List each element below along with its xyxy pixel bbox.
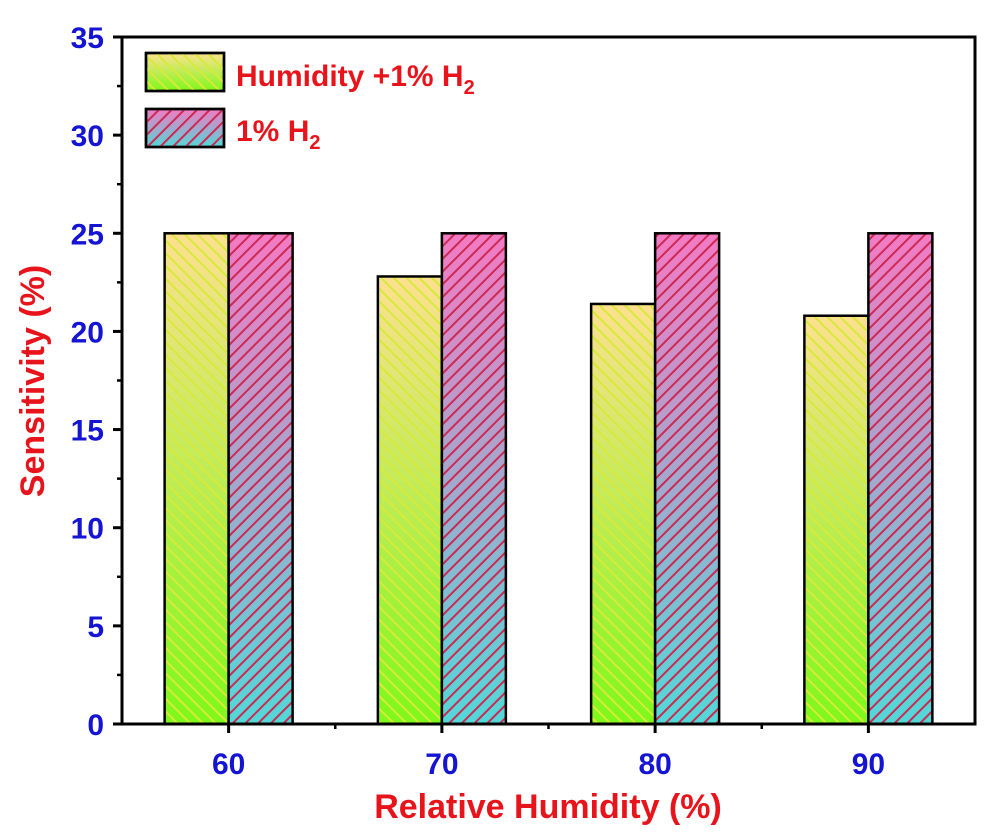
legend-item-series-1: Humidity +1% H2 bbox=[144, 51, 475, 99]
x-tick-label: 70 bbox=[425, 748, 458, 781]
bar-series-1-60 bbox=[163, 232, 230, 726]
legend-swatch-stripes-series-2 bbox=[144, 107, 226, 149]
y-tick-label: 0 bbox=[87, 709, 104, 742]
y-tick-label: 10 bbox=[71, 513, 104, 546]
bar-hatch bbox=[653, 232, 721, 726]
bar-hatch bbox=[803, 314, 870, 726]
bar-hatch bbox=[163, 232, 230, 726]
legend: Humidity +1% H2 1% H2 bbox=[144, 51, 475, 154]
axes: 0 5 10 15 20 25 30 35 60 70 80 90 bbox=[71, 22, 977, 781]
legend-swatch-stripes-series-1 bbox=[144, 51, 226, 93]
bar-hatch bbox=[440, 232, 508, 726]
legend-label-series-1: Humidity +1% H2 bbox=[236, 60, 475, 99]
legend-item-series-2: 1% H2 bbox=[144, 107, 320, 154]
y-tick-label: 35 bbox=[71, 22, 104, 55]
bar-series-1-90 bbox=[803, 314, 870, 726]
y-tick-label: 5 bbox=[87, 611, 104, 644]
bar-series-2-70 bbox=[440, 232, 508, 726]
x-tick-label: 60 bbox=[212, 748, 245, 781]
y-axis-title: Sensitivity (%) bbox=[14, 265, 52, 497]
legend-subscript-series-2: 2 bbox=[309, 132, 320, 154]
bar-series-1-70 bbox=[376, 275, 444, 726]
bar-series-2-60 bbox=[227, 232, 294, 726]
bar-series-2-80 bbox=[653, 232, 721, 726]
bar-hatch bbox=[227, 232, 294, 726]
bar-hatch bbox=[376, 275, 444, 726]
x-tick-label: 80 bbox=[638, 748, 671, 781]
bar-series-2-90 bbox=[867, 232, 934, 726]
y-tick-label: 20 bbox=[71, 316, 104, 349]
y-tick-label: 30 bbox=[71, 120, 104, 153]
y-tick-label: 25 bbox=[71, 218, 104, 251]
bars-layer bbox=[163, 232, 934, 726]
bar-hatch bbox=[589, 302, 657, 726]
legend-label-series-2: 1% H2 bbox=[236, 115, 320, 154]
bar-hatch bbox=[867, 232, 934, 726]
legend-subscript-series-1: 2 bbox=[464, 77, 475, 99]
x-tick-label: 90 bbox=[852, 748, 885, 781]
x-axis-title: Relative Humidity (%) bbox=[374, 788, 722, 826]
y-tick-label: 15 bbox=[71, 415, 104, 448]
bar-series-1-80 bbox=[589, 302, 657, 726]
